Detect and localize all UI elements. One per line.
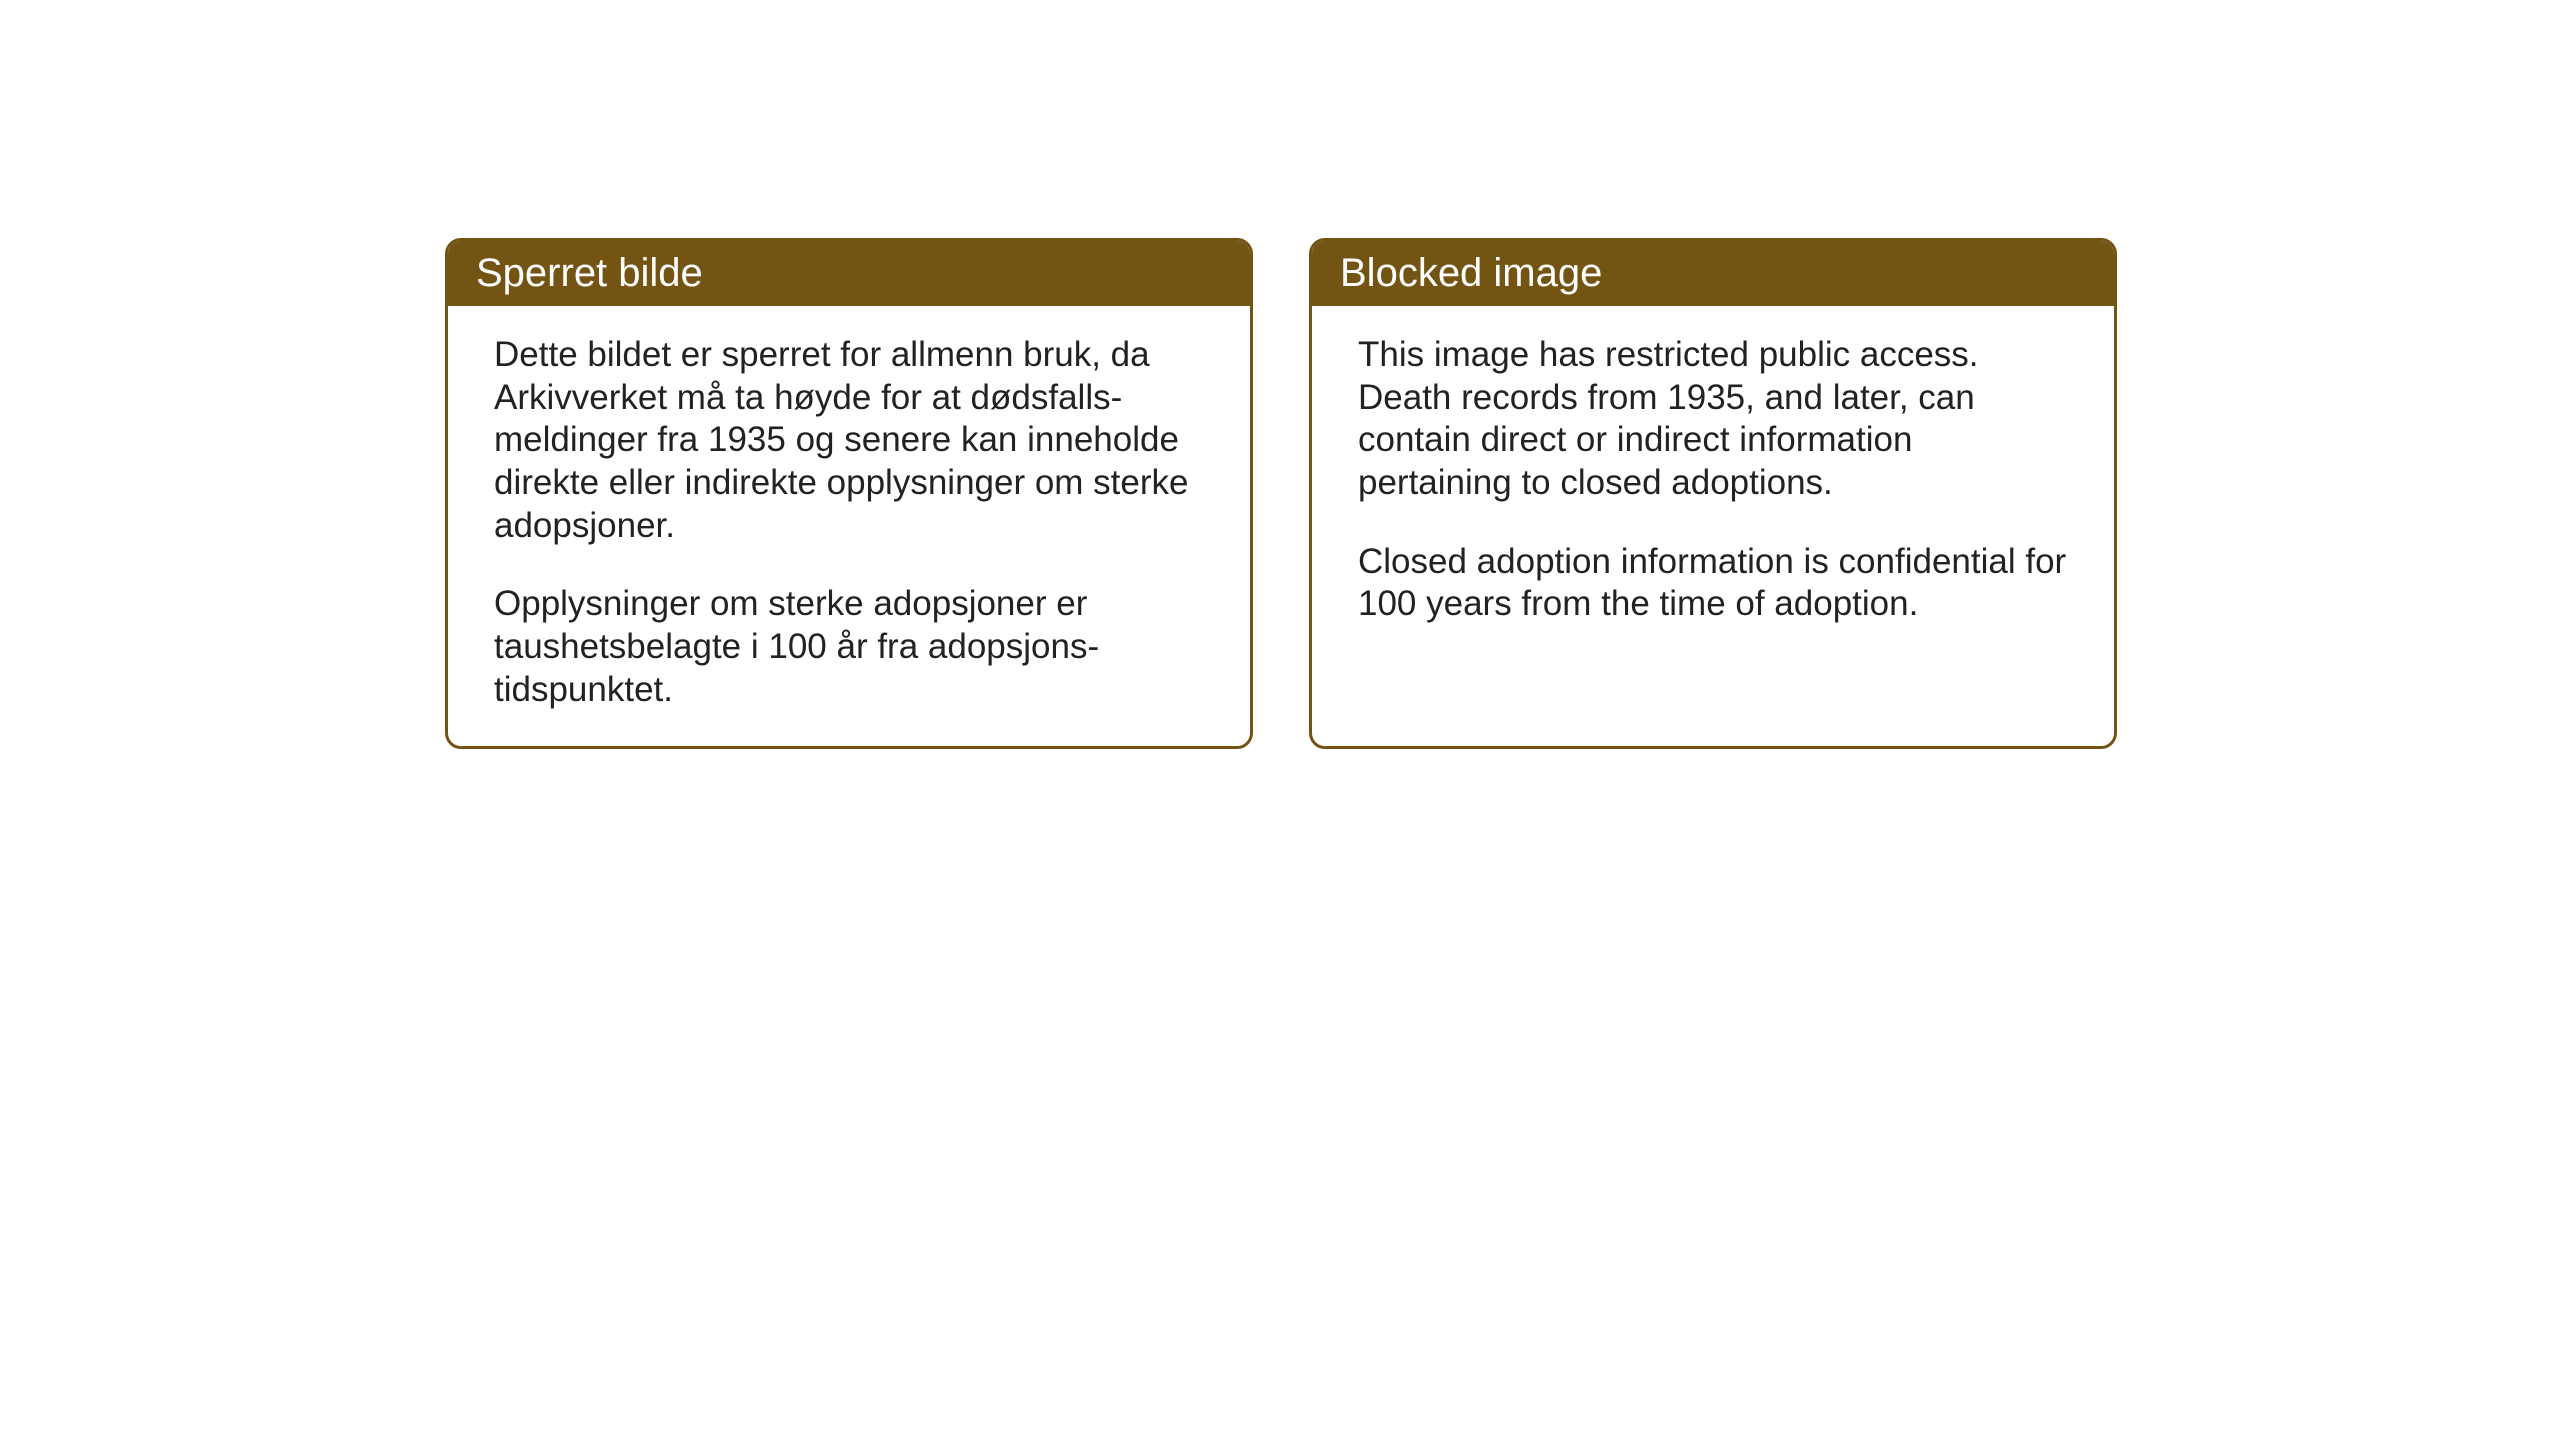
paragraph-1-english: This image has restricted public access.…	[1358, 334, 2068, 505]
card-body-norwegian: Dette bildet er sperret for allmenn bruk…	[448, 306, 1250, 746]
paragraph-2-norwegian: Opplysninger om sterke adopsjoner er tau…	[494, 583, 1204, 711]
card-header-norwegian: Sperret bilde	[448, 241, 1250, 306]
card-body-english: This image has restricted public access.…	[1312, 306, 2114, 660]
card-title-english: Blocked image	[1340, 251, 1602, 295]
card-norwegian: Sperret bilde Dette bildet er sperret fo…	[445, 238, 1253, 749]
paragraph-2-english: Closed adoption information is confident…	[1358, 541, 2068, 626]
card-english: Blocked image This image has restricted …	[1309, 238, 2117, 749]
card-header-english: Blocked image	[1312, 241, 2114, 306]
paragraph-1-norwegian: Dette bildet er sperret for allmenn bruk…	[494, 334, 1204, 547]
notice-container: Sperret bilde Dette bildet er sperret fo…	[445, 238, 2117, 749]
card-title-norwegian: Sperret bilde	[476, 251, 703, 295]
